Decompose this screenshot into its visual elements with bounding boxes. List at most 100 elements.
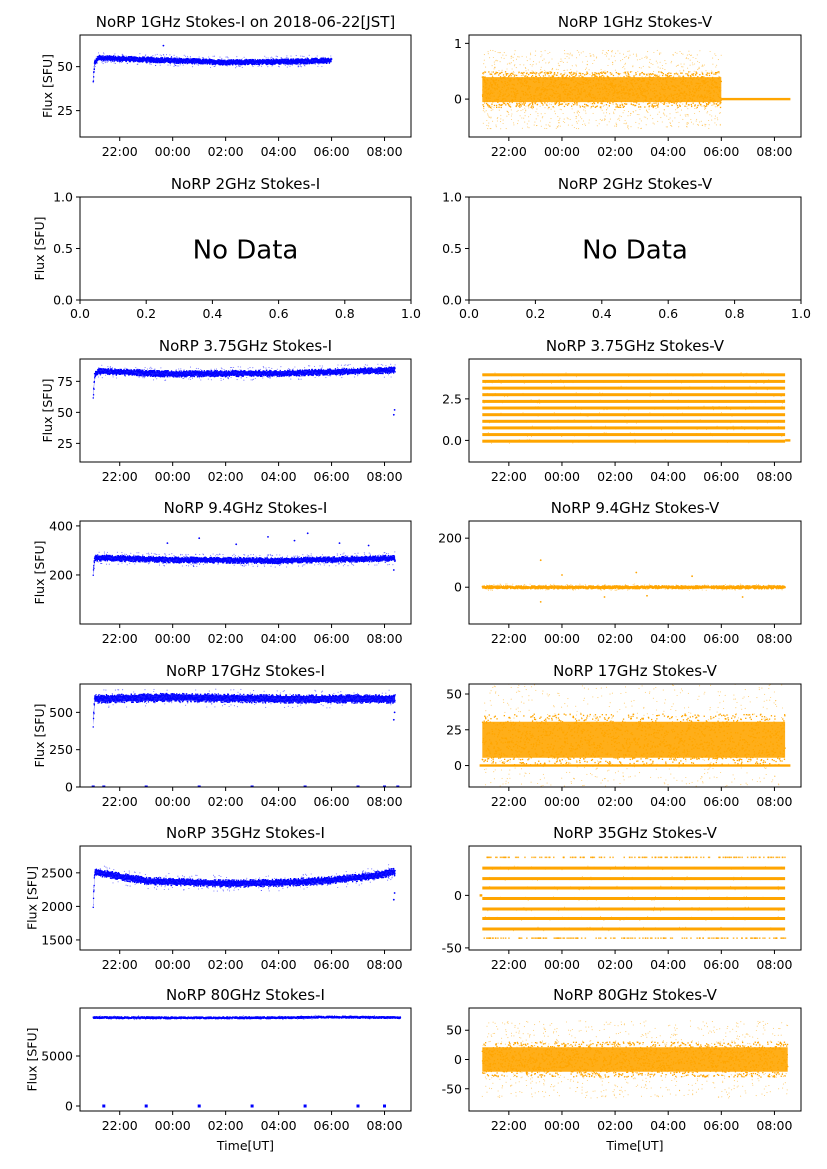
data-point: [504, 76, 506, 78]
noise-point: [645, 76, 647, 78]
noise-point: [599, 100, 601, 102]
noise-point: [619, 119, 621, 121]
noise-point: [564, 57, 566, 60]
data-point: [279, 63, 281, 65]
noise-point: [681, 92, 683, 94]
noise-point: [608, 58, 610, 60]
data-point: [638, 103, 640, 105]
noise-point: [528, 116, 530, 118]
noise-point: [522, 74, 524, 76]
noise-point: [586, 85, 588, 87]
noise-point: [501, 71, 503, 73]
noise-point: [231, 61, 233, 63]
noise-point: [712, 71, 714, 73]
noise-point: [668, 118, 670, 120]
noise-point: [705, 124, 707, 126]
noise-point: [198, 62, 201, 64]
noise-point: [490, 85, 492, 87]
data-point: [248, 59, 250, 61]
noise-point: [604, 70, 606, 72]
noise-point: [678, 121, 680, 124]
data-point: [295, 63, 297, 65]
noise-point: [615, 89, 617, 92]
noise-point: [690, 82, 692, 84]
noise-point: [614, 109, 616, 111]
data-point: [563, 73, 565, 76]
data-point: [157, 370, 159, 372]
noise-point: [540, 113, 542, 115]
noise-point: [636, 59, 638, 61]
noise-point: [589, 53, 591, 55]
noise-point: [605, 55, 608, 57]
data-point: [230, 59, 233, 61]
noise-point: [627, 57, 630, 59]
noise-point: [545, 124, 547, 126]
noise-point: [500, 114, 502, 116]
noise-point: [541, 117, 543, 119]
noise-point: [300, 55, 302, 57]
data-point: [256, 63, 258, 65]
noise-point: [547, 97, 549, 99]
noise-point: [613, 111, 615, 113]
data-point: [247, 63, 249, 66]
data-point: [551, 76, 554, 78]
data-point: [702, 73, 704, 75]
data-point: [491, 103, 493, 105]
data-point: [718, 104, 720, 106]
data-point: [142, 369, 144, 371]
noise-point: [706, 112, 708, 114]
noise-point: [658, 85, 661, 88]
data-point: [526, 76, 529, 78]
noise-point: [94, 59, 96, 61]
noise-point: [714, 53, 716, 55]
noise-point: [554, 82, 556, 84]
data-point: [692, 73, 694, 75]
y-tick-label: 1: [454, 36, 462, 51]
noise-point: [707, 93, 709, 95]
noise-point: [635, 121, 637, 123]
data-point: [178, 62, 180, 64]
noise-point: [284, 64, 286, 67]
data-point: [666, 76, 668, 78]
noise-point: [558, 64, 560, 66]
noise-point: [678, 126, 680, 128]
data-point: [653, 102, 655, 104]
data-point: [482, 76, 484, 78]
data-point: [531, 102, 533, 104]
noise-point: [561, 103, 563, 105]
noise-point: [566, 53, 568, 55]
noise-point: [223, 63, 225, 65]
noise-point: [595, 95, 597, 97]
noise-point: [719, 123, 721, 125]
data-point: [511, 72, 513, 74]
noise-point: [627, 72, 630, 75]
noise-point: [163, 61, 165, 64]
noise-point: [101, 61, 103, 63]
noise-point: [271, 57, 273, 59]
data-point: [714, 72, 717, 74]
data-point: [646, 74, 648, 76]
noise-point: [493, 92, 495, 94]
noise-point: [582, 51, 584, 53]
data-point: [617, 72, 619, 75]
noise-point: [627, 115, 629, 117]
noise-point: [524, 121, 526, 123]
noise-point: [689, 71, 691, 73]
no-data-label: No Data: [193, 236, 299, 266]
noise-point: [649, 114, 651, 116]
noise-point: [191, 60, 193, 62]
noise-point: [251, 64, 254, 66]
noise-point: [674, 80, 676, 82]
data-point: [193, 370, 195, 373]
noise-point: [677, 64, 679, 66]
data-point: [513, 75, 516, 77]
noise-point: [706, 92, 708, 94]
noise-point: [497, 52, 499, 54]
data-point: [662, 73, 664, 75]
noise-point: [282, 58, 284, 60]
noise-point: [625, 74, 627, 76]
data-point: [254, 63, 256, 66]
noise-point: [520, 87, 522, 89]
noise-point: [712, 57, 714, 59]
noise-point: [565, 72, 567, 74]
